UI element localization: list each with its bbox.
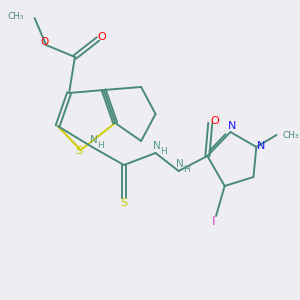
Text: CH₃: CH₃ [282,130,299,140]
Text: I: I [211,215,215,228]
Text: N: N [228,121,236,131]
Text: CH₃: CH₃ [8,12,25,21]
Text: S: S [76,146,83,157]
Text: O: O [210,116,219,127]
Text: H: H [97,141,104,150]
Text: N: N [90,135,98,146]
Text: O: O [40,37,49,47]
Text: H: H [160,147,167,156]
Text: O: O [98,32,106,43]
Text: S: S [120,198,128,208]
Text: N: N [257,140,266,151]
Text: H: H [183,165,190,174]
Text: N: N [153,141,161,152]
Text: N: N [176,159,184,170]
